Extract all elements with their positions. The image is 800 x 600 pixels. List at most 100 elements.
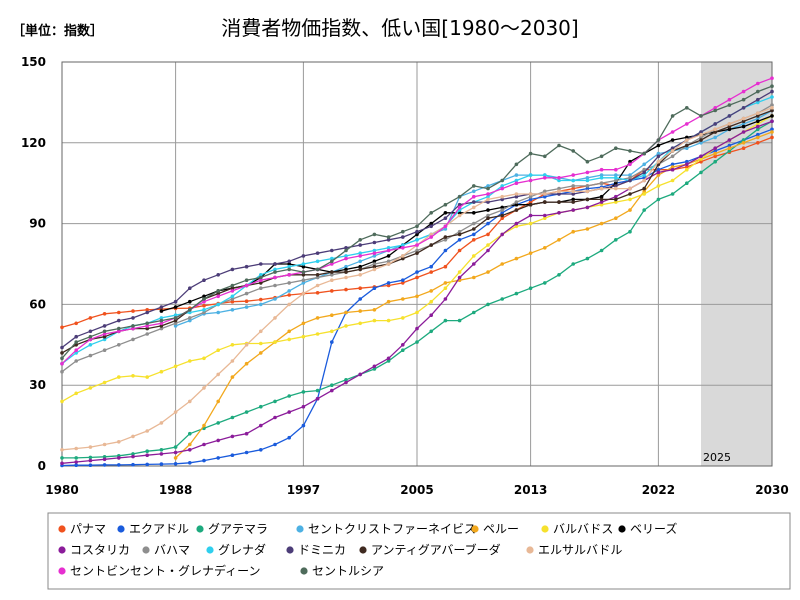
series-point [457, 275, 462, 280]
series-point [486, 248, 490, 253]
series-point [685, 165, 689, 169]
series-point [244, 283, 249, 288]
series-point [557, 273, 561, 277]
series-point [770, 84, 774, 88]
series-point [670, 154, 675, 159]
series-point [599, 194, 604, 199]
series-point [131, 324, 135, 328]
series-point [713, 106, 717, 110]
series-point [273, 297, 277, 301]
series-point [614, 197, 618, 202]
legend-label: ペルー [483, 522, 519, 536]
series-point [670, 162, 675, 167]
series-point [188, 299, 192, 304]
series-point [656, 138, 661, 142]
series-point [358, 286, 363, 291]
series-point [74, 460, 78, 464]
series-point [301, 270, 306, 274]
series-point [741, 122, 746, 126]
series-point [472, 184, 476, 188]
series-point [74, 321, 78, 326]
series-point [457, 202, 462, 207]
series-point [88, 386, 93, 390]
series-point [287, 262, 292, 266]
series-point [117, 326, 121, 331]
series-point [131, 326, 135, 331]
series-point [330, 248, 334, 253]
series-point [741, 97, 746, 102]
series-point [443, 281, 448, 285]
series-point [74, 463, 78, 468]
series-point [685, 162, 689, 167]
series-point [401, 243, 405, 247]
series-point [656, 154, 661, 159]
series-point [102, 312, 107, 316]
series-point [585, 178, 590, 183]
series-point [713, 146, 717, 150]
series-point [259, 273, 263, 277]
series-point [131, 434, 135, 439]
series-point [727, 146, 732, 150]
series-point [614, 176, 618, 180]
series-point [244, 305, 249, 309]
series-point [344, 248, 348, 253]
series-point [514, 221, 519, 226]
series-point [543, 154, 547, 159]
series-point [372, 308, 377, 312]
series-point [472, 205, 476, 210]
series-point [259, 329, 263, 334]
series-point [727, 149, 732, 153]
series-line [175, 131, 773, 459]
series-point [230, 434, 235, 439]
series-point [60, 325, 64, 330]
series-point [259, 404, 263, 409]
series-point [173, 316, 178, 320]
series-point [88, 353, 93, 358]
series-point [585, 186, 590, 191]
series-point [741, 106, 746, 110]
series-point [301, 390, 306, 394]
series-point [741, 130, 746, 134]
series-point [457, 248, 462, 253]
series-point [756, 100, 760, 105]
series-point [415, 251, 419, 255]
series-point [614, 146, 618, 150]
series-point [60, 461, 64, 466]
series-point [244, 291, 249, 296]
series-point [344, 275, 348, 280]
series-point [543, 200, 547, 204]
series-point [543, 192, 547, 196]
y-tick-label: 30 [29, 378, 46, 392]
series-point [173, 321, 178, 326]
series-point [273, 399, 277, 404]
series-point [173, 462, 178, 466]
series-point [145, 310, 149, 315]
series-point [415, 270, 419, 274]
series-point [202, 442, 206, 447]
series-point [330, 273, 334, 277]
series-point [741, 89, 746, 94]
series-point [486, 213, 490, 218]
series-point [741, 119, 746, 124]
series-point [514, 208, 519, 212]
series-point [344, 380, 348, 385]
series-point [770, 76, 774, 80]
series-point [472, 232, 476, 237]
series-point [330, 340, 334, 344]
series-point [131, 337, 135, 342]
series-point [500, 211, 505, 215]
legend-marker [206, 546, 214, 554]
series-point [188, 310, 192, 315]
series-point [756, 122, 760, 126]
series-point [571, 208, 575, 212]
series-point [315, 316, 320, 320]
series-point [756, 127, 760, 132]
series-point [273, 316, 277, 320]
series-point [74, 351, 78, 355]
legend-label: パナマ [70, 522, 106, 536]
series-line [161, 115, 773, 312]
series-point [159, 318, 164, 323]
series-point [457, 232, 462, 237]
series-point [74, 456, 78, 460]
series-point [202, 386, 206, 390]
